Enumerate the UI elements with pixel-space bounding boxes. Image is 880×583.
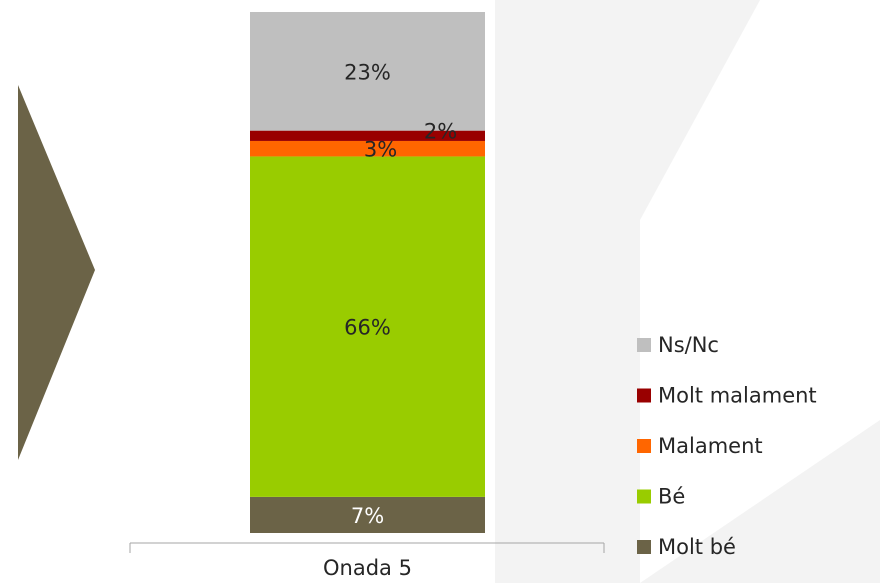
- legend-swatch: [637, 388, 651, 403]
- background-wedge: [640, 420, 880, 583]
- legend-swatch: [637, 439, 651, 453]
- background-wedge: [640, 0, 760, 220]
- data-label: 23%: [344, 60, 391, 84]
- data-label: 3%: [364, 138, 397, 162]
- bar-segment: [250, 156, 485, 497]
- bar-segment: [250, 496, 485, 533]
- legend-label: Bé: [658, 485, 685, 509]
- legend-label: Ns/Nc: [658, 333, 719, 357]
- legend-swatch: [637, 540, 651, 554]
- background-band: [495, 0, 640, 583]
- legend-swatch: [637, 338, 651, 352]
- bar-segment: [250, 130, 485, 141]
- data-label: 2%: [424, 120, 457, 144]
- legend-label: Molt bé: [658, 535, 736, 559]
- legend-label: Malament: [658, 434, 763, 458]
- bar-segment: [250, 140, 485, 157]
- arrow-decoration: [18, 85, 95, 460]
- data-label: 7%: [351, 504, 384, 528]
- x-tick-label: Onada 5: [323, 556, 412, 580]
- data-label: 66%: [344, 316, 391, 340]
- bar-segment: [250, 12, 485, 131]
- legend-label: Molt malament: [658, 384, 817, 408]
- legend-swatch: [637, 489, 651, 504]
